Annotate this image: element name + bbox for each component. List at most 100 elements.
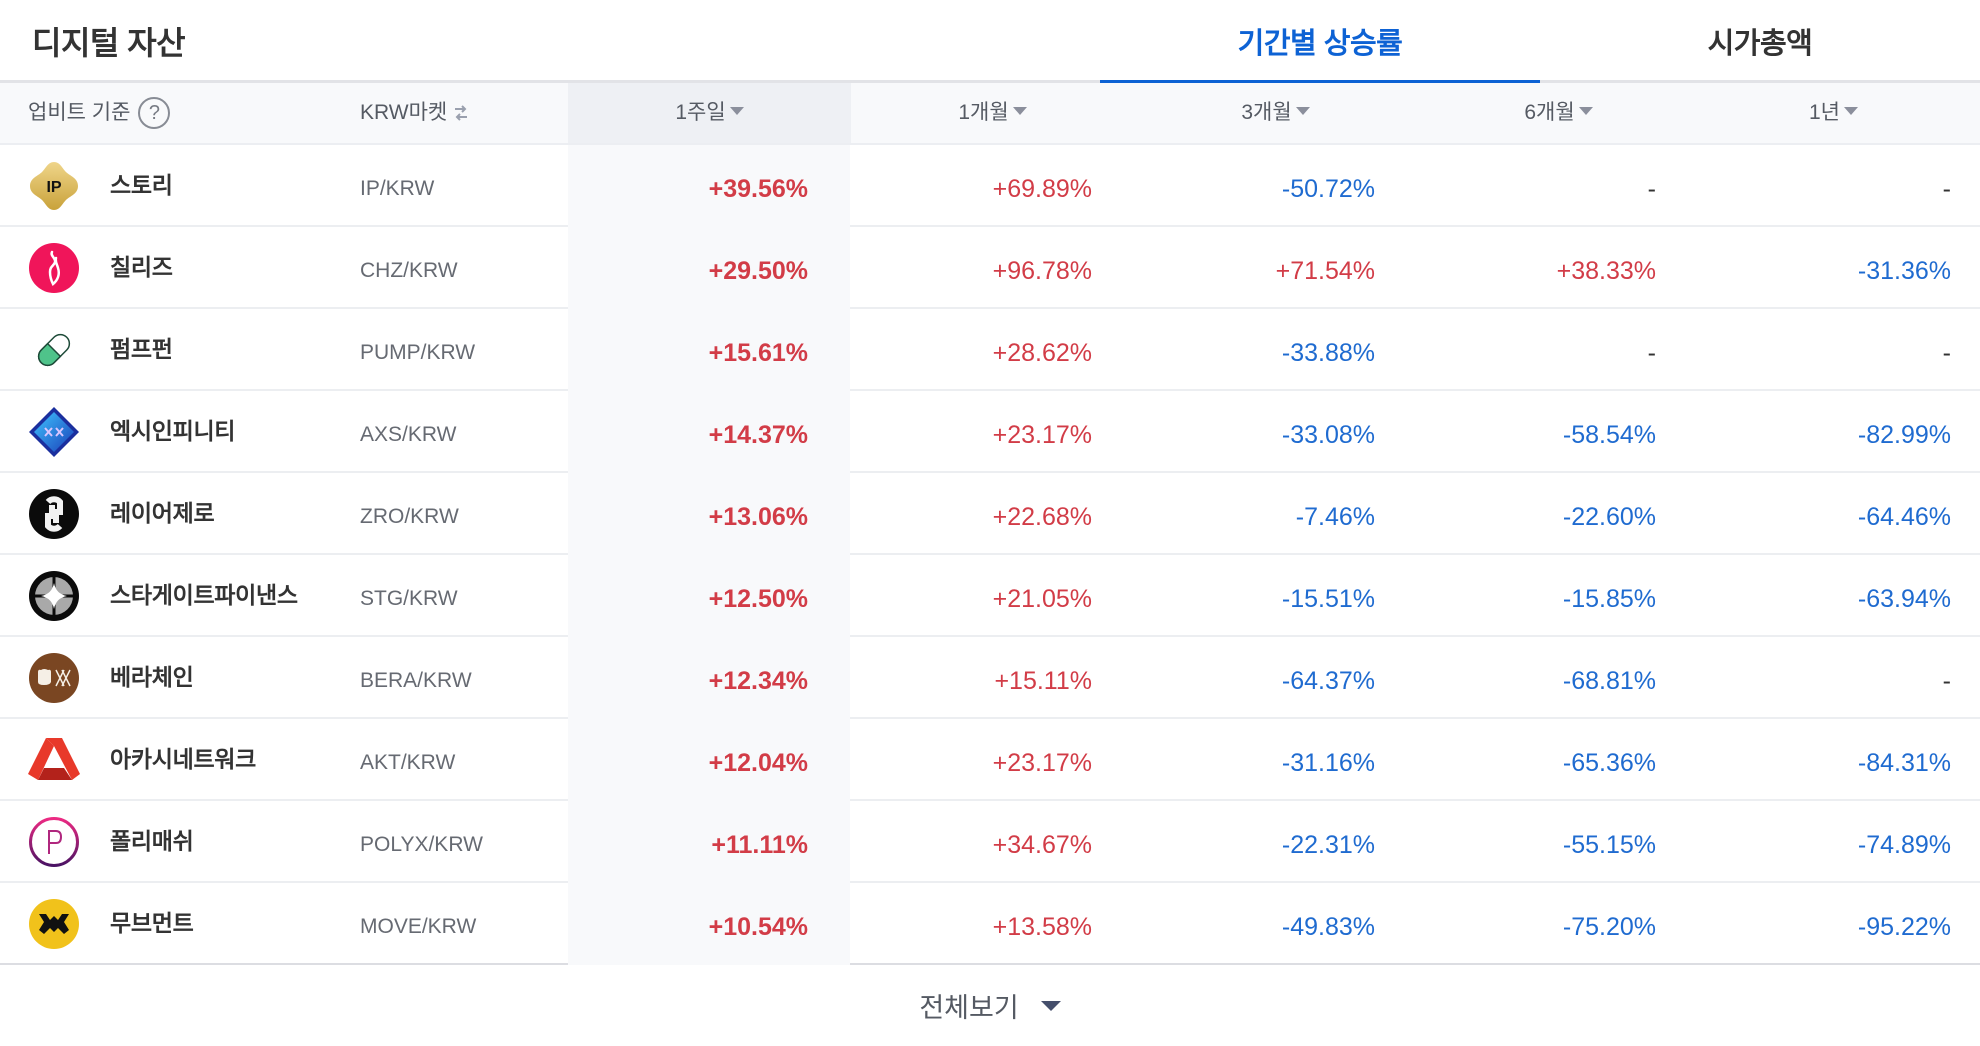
chiliz-icon bbox=[29, 243, 79, 293]
caret-down-icon bbox=[1578, 107, 1593, 116]
coin-name[interactable]: 베라체인 bbox=[110, 664, 194, 690]
sort-1week[interactable]: 1주일 bbox=[568, 83, 851, 143]
return-6month: - bbox=[1647, 175, 1656, 203]
tab-period-returns[interactable]: 기간별 상승률 bbox=[1100, 20, 1540, 86]
question-circle-icon[interactable]: ? bbox=[138, 97, 171, 129]
coin-market: BERA/KRW bbox=[360, 669, 472, 692]
table-row[interactable]: 스타게이트파이낸스 STG/KRW +12.50% +21.05% -15.51… bbox=[0, 555, 1980, 637]
sorted-column-bg bbox=[568, 801, 850, 883]
sort-1month-label: 1개월 bbox=[958, 101, 1009, 124]
tab-market-cap[interactable]: 시가총액 bbox=[1707, 28, 1813, 60]
coin-name[interactable]: 스토리 bbox=[110, 172, 173, 198]
story-ip-icon: IP bbox=[30, 162, 78, 210]
market-toggle[interactable]: KRW마켓 bbox=[360, 83, 469, 143]
sorted-column-bg bbox=[568, 719, 850, 801]
akash-icon bbox=[28, 738, 80, 780]
sort-1year[interactable]: 1년 bbox=[1692, 83, 1975, 143]
coin-market: AKT/KRW bbox=[360, 751, 456, 774]
caret-down-icon bbox=[729, 107, 744, 116]
coin-market: CHZ/KRW bbox=[360, 259, 458, 282]
table-row[interactable]: IP 스토리 IP/KRW +39.56% +69.89% -50.72% - … bbox=[0, 145, 1980, 227]
return-6month: -58.54% bbox=[1562, 421, 1656, 449]
caret-down-icon bbox=[1012, 107, 1027, 116]
svg-text:IP: IP bbox=[46, 179, 61, 196]
coin-name[interactable]: 펌프펀 bbox=[110, 336, 173, 362]
table-row[interactable]: 무브먼트 MOVE/KRW +10.54% +13.58% -49.83% -7… bbox=[0, 883, 1980, 965]
return-3month: -64.37% bbox=[1281, 667, 1375, 695]
return-1year: -31.36% bbox=[1857, 257, 1951, 285]
sort-1month[interactable]: 1개월 bbox=[851, 83, 1134, 143]
axie-infinity-icon bbox=[29, 407, 79, 457]
table-row[interactable]: 펌프펀 PUMP/KRW +15.61% +28.62% -33.88% - - bbox=[0, 309, 1980, 391]
coin-name[interactable]: 아카시네트워크 bbox=[110, 746, 257, 772]
table-row[interactable]: 폴리매쉬 POLYX/KRW +11.11% +34.67% -22.31% -… bbox=[0, 801, 1980, 883]
coin-name[interactable]: 레이어제로 bbox=[110, 500, 215, 526]
coin-market: STG/KRW bbox=[360, 587, 458, 610]
caret-down-icon bbox=[1040, 1000, 1061, 1011]
sorted-column-bg bbox=[568, 473, 850, 555]
return-1month: +69.89% bbox=[992, 175, 1092, 203]
return-1week: +11.11% bbox=[711, 831, 808, 859]
sorted-column-bg bbox=[568, 309, 850, 391]
return-6month: -68.81% bbox=[1562, 667, 1656, 695]
page-title: 디지털 자산 bbox=[32, 25, 186, 61]
return-1month: +96.78% bbox=[992, 257, 1092, 285]
return-1week: +12.04% bbox=[708, 749, 808, 777]
return-1month: +15.11% bbox=[994, 667, 1092, 695]
return-3month: -31.16% bbox=[1281, 749, 1375, 777]
sort-6month-label: 6개월 bbox=[1524, 101, 1575, 124]
return-3month: -49.83% bbox=[1281, 913, 1375, 941]
return-3month: -7.46% bbox=[1295, 503, 1375, 531]
coin-market: IP/KRW bbox=[360, 177, 435, 200]
table-row[interactable]: 아카시네트워크 AKT/KRW +12.04% +23.17% -31.16% … bbox=[0, 719, 1980, 801]
return-1year: -63.94% bbox=[1857, 585, 1951, 613]
sorted-column-bg bbox=[568, 145, 850, 227]
swap-arrows-icon[interactable] bbox=[453, 103, 469, 123]
coin-name[interactable]: 엑시인피니티 bbox=[110, 418, 236, 444]
return-6month: +38.33% bbox=[1556, 257, 1656, 285]
basis-label: 업비트 기준 bbox=[28, 101, 131, 124]
see-all-button[interactable]: 전체보기 bbox=[919, 986, 1061, 1025]
return-1year: - bbox=[1942, 339, 1951, 367]
polymesh-icon bbox=[29, 817, 79, 867]
coin-name[interactable]: 스타게이트파이낸스 bbox=[110, 582, 298, 608]
return-1week: +12.50% bbox=[708, 585, 808, 613]
caret-down-icon bbox=[1295, 107, 1310, 116]
return-1week: +10.54% bbox=[708, 913, 808, 941]
sort-3month[interactable]: 3개월 bbox=[1134, 83, 1417, 143]
return-1week: +14.37% bbox=[708, 421, 808, 449]
return-1month: +21.05% bbox=[992, 585, 1092, 613]
return-1year: -84.31% bbox=[1857, 749, 1951, 777]
return-1year: -82.99% bbox=[1857, 421, 1951, 449]
return-3month: -50.72% bbox=[1281, 175, 1375, 203]
movement-icon bbox=[29, 899, 79, 949]
sort-6month[interactable]: 6개월 bbox=[1417, 83, 1700, 143]
stargate-icon bbox=[29, 571, 79, 621]
coin-name[interactable]: 무브먼트 bbox=[110, 910, 194, 936]
sorted-column-bg bbox=[568, 391, 850, 473]
coin-name[interactable]: 칠리즈 bbox=[110, 254, 173, 280]
return-1month: +22.68% bbox=[992, 503, 1092, 531]
basis-header: 업비트 기준 ? bbox=[28, 83, 171, 143]
table-row[interactable]: 칠리즈 CHZ/KRW +29.50% +96.78% +71.54% +38.… bbox=[0, 227, 1980, 309]
coin-market: MOVE/KRW bbox=[360, 915, 477, 938]
market-label: KRW마켓 bbox=[360, 101, 448, 124]
coin-market: PUMP/KRW bbox=[360, 341, 476, 364]
berachain-icon bbox=[29, 653, 79, 703]
table-row[interactable]: 엑시인피니티 AXS/KRW +14.37% +23.17% -33.08% -… bbox=[0, 391, 1980, 473]
return-1year: -95.22% bbox=[1857, 913, 1951, 941]
coin-market: ZRO/KRW bbox=[360, 505, 459, 528]
table-row[interactable]: 베라체인 BERA/KRW +12.34% +15.11% -64.37% -6… bbox=[0, 637, 1980, 719]
return-1year: -74.89% bbox=[1857, 831, 1951, 859]
return-6month: -15.85% bbox=[1562, 585, 1656, 613]
return-6month: - bbox=[1647, 339, 1656, 367]
return-1month: +23.17% bbox=[992, 421, 1092, 449]
return-3month: -33.88% bbox=[1281, 339, 1375, 367]
return-3month: -22.31% bbox=[1281, 831, 1375, 859]
return-1year: -64.46% bbox=[1857, 503, 1951, 531]
table-row[interactable]: 레이어제로 ZRO/KRW +13.06% +22.68% -7.46% -22… bbox=[0, 473, 1980, 555]
return-6month: -65.36% bbox=[1562, 749, 1656, 777]
coin-name[interactable]: 폴리매쉬 bbox=[110, 828, 194, 854]
layerzero-icon bbox=[29, 489, 79, 539]
return-1week: +39.56% bbox=[708, 175, 808, 203]
